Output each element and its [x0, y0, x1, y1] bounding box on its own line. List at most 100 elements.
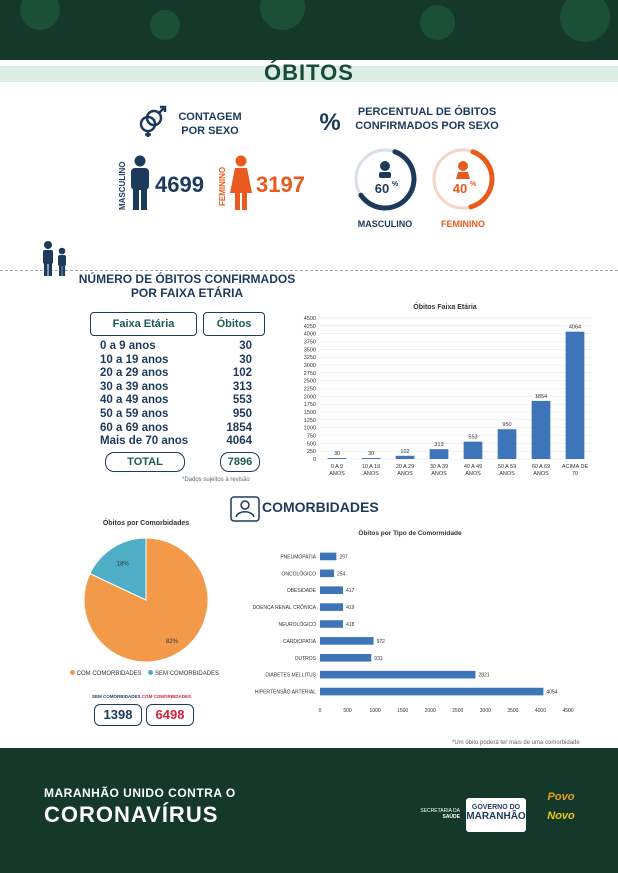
age-bar: [429, 449, 449, 459]
age-category-label: ANOS: [397, 471, 413, 477]
patient-bed-icon: [230, 496, 260, 522]
comorbidity-bar: [320, 603, 344, 611]
age-bar: [327, 458, 347, 459]
age-range-label: 20 a 29 anos: [100, 367, 169, 380]
male-count: 4699: [155, 172, 204, 197]
age-chart-ytick: 2500: [304, 379, 316, 385]
pie-legend: COM COMORBIDADES SEM COMORBIDADES: [70, 670, 219, 677]
age-bar-label: 950: [502, 422, 511, 428]
comorbidity-bar-label: 4054: [546, 690, 557, 696]
female-label: FEMININO: [218, 166, 227, 206]
age-bar: [565, 331, 585, 459]
page-title: ÓBITOS: [264, 60, 354, 85]
comorbidity-bar: [320, 637, 374, 645]
comorbidity-xtick: 1500: [397, 708, 408, 714]
age-chart-ytick: 250: [307, 449, 316, 455]
age-chart-ytick: 3750: [304, 340, 316, 346]
novo-text: Novo: [547, 810, 575, 822]
age-bar-label: 4064: [569, 325, 581, 331]
age-total-value: 7896: [220, 452, 260, 472]
comorbidity-totals-caption: SEM COMORBIDADES COM COMORBIDADES: [92, 694, 191, 699]
pie-slice: [89, 537, 147, 601]
povo-novo-logo: Povo Novo: [540, 792, 582, 828]
gender-icon: [139, 105, 167, 137]
age-category-label: 60 A 69: [532, 464, 550, 470]
percent-icon: %: [319, 109, 340, 136]
male-percent-arc: [358, 149, 417, 211]
comorbidity-xtick: 2500: [452, 708, 463, 714]
comorbidity-bar: [320, 569, 334, 578]
sex-count-heading-line1: CONTAGEM: [178, 111, 242, 123]
age-range-label: 50 a 59 anos: [100, 408, 169, 420]
pie-slice-label: 18%: [117, 561, 130, 567]
female-percent-label: FEMININO: [441, 219, 485, 229]
age-chart-ytick: 1500: [304, 410, 316, 416]
age-category-label: 20 A 29: [396, 464, 414, 470]
age-chart-ytick: 3250: [304, 355, 316, 361]
footer-slogan-line1: MARANHÃO UNIDO CONTRA O: [44, 786, 236, 800]
comorbidity-category-label: HIPERTENSÃO ARTERIAL: [255, 689, 316, 696]
with-comorbidities-total: 6498: [146, 704, 194, 726]
female-figure-icon: [230, 155, 252, 210]
pie-chart-title: Óbitos por Comorbidades: [103, 518, 189, 527]
age-table-header-deaths: Óbitos: [203, 312, 265, 336]
male-percent-label: MASCULINO: [357, 219, 413, 229]
male-percent-value: 60: [375, 181, 389, 196]
age-bar-label: 1854: [535, 394, 547, 400]
health-secretariat: SECRETARIA DA SAÚDE: [418, 808, 460, 820]
sex-percent-heading-line1: PERCENTUAL DE ÓBITOS: [357, 106, 497, 118]
government-logo-line2: MARANHÃO: [466, 811, 526, 822]
age-range-label: 30 a 39 anos: [100, 380, 169, 393]
age-chart-ytick: 2000: [304, 394, 316, 400]
comorbidity-category-label: PNEUMOPATIA: [280, 554, 316, 560]
without-comorbidities-total: 1398: [94, 704, 142, 726]
legend-without-label: SEM COMORBIDADES: [155, 671, 220, 677]
comorbidity-bar: [320, 586, 343, 595]
comorbidity-category-label: CARDIOPATIA: [283, 639, 317, 645]
comorbidity-xtick: 0: [319, 708, 322, 714]
female-count: 3197: [256, 172, 305, 197]
age-deaths-value: 30: [239, 353, 252, 366]
comorbidity-bar-label: 419: [346, 605, 355, 611]
age-bar: [361, 458, 381, 459]
comorbidity-xtick: 4000: [535, 708, 546, 714]
age-bar: [463, 441, 483, 459]
secretariat-line1: SECRETARIA DA: [420, 808, 460, 814]
age-category-label: ANOS: [431, 471, 447, 477]
age-heading-line2: POR FAIXA ETÁRIA: [130, 286, 244, 300]
age-category-label: 10 A 19: [362, 464, 380, 470]
comorbidity-category-label: NEUROLÓGICO: [278, 621, 316, 628]
age-chart-ytick: 500: [307, 441, 316, 447]
title-band: [0, 66, 618, 82]
comorbidity-bar-label: 254: [337, 571, 346, 577]
age-category-label: ANOS: [363, 471, 379, 477]
comorbidity-bar: [320, 653, 372, 662]
age-range-label: 0 a 9 anos: [100, 340, 156, 352]
age-chart-ytick: 3000: [304, 363, 316, 369]
secretariat-line2: SAÚDE: [442, 814, 460, 820]
age-bar-label: 553: [468, 435, 477, 441]
comorbidity-xtick: 3500: [507, 708, 518, 714]
comorbidity-bar-label: 931: [374, 656, 383, 662]
female-percent-value: 40: [453, 181, 467, 196]
female-percent-donut: 40 %: [432, 148, 495, 210]
age-range-label: 60 a 69 anos: [100, 421, 169, 434]
age-table-note: *Dados sujeitos à revisão: [182, 477, 250, 483]
comorbidity-xtick: 1000: [370, 708, 381, 714]
male-figure-icon: [131, 155, 149, 210]
age-category-label: ANOS: [465, 471, 481, 477]
comorbidity-bar: [320, 687, 544, 696]
female-percent-arc: [468, 149, 495, 210]
comorbidity-bar-label: 972: [377, 639, 386, 645]
comorbidity-pie-chart: Óbitos por Comorbidades 82% 18%: [83, 518, 209, 663]
comorbidity-type-chart: Óbitos por Tipo de Comormidade PNEUMOPAT…: [253, 528, 574, 714]
caption-with: COM COMORBIDADES: [141, 694, 192, 699]
comorbidity-xtick: 4500: [562, 708, 573, 714]
age-deaths-value: 1854: [226, 421, 252, 434]
age-category-label: ANOS: [499, 471, 515, 477]
legend-swatch-without: [148, 670, 154, 675]
footer-slogan-line2: CORONAVÍRUS: [44, 802, 219, 827]
age-category-label: 70: [572, 471, 578, 477]
age-chart-ytick: 750: [307, 434, 316, 440]
